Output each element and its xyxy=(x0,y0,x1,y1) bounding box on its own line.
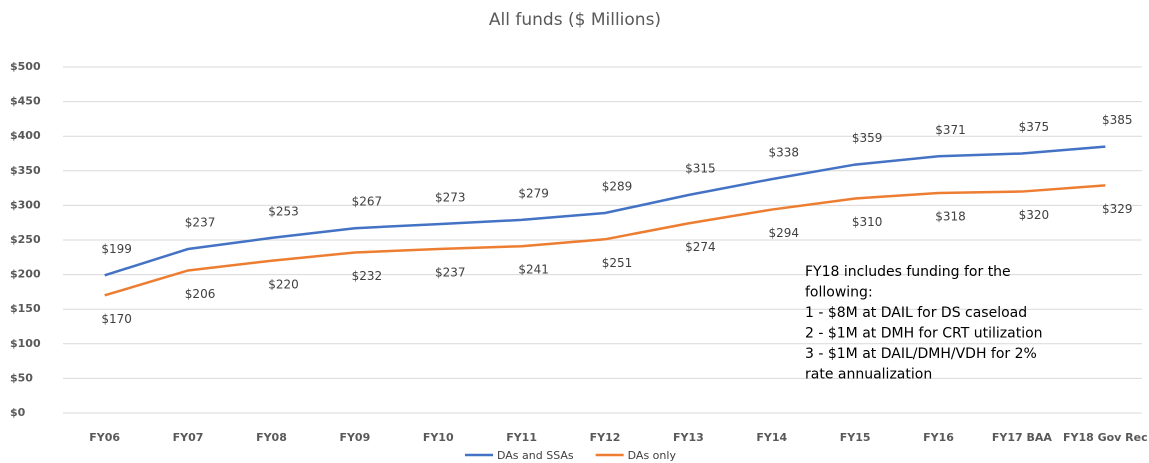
y-tick-label: $250 xyxy=(10,233,41,246)
y-tick-label: $50 xyxy=(10,371,33,384)
x-tick-label: FY12 xyxy=(590,431,621,444)
y-tick-label: $500 xyxy=(10,60,41,73)
data-label: $274 xyxy=(685,240,716,254)
y-tick-label: $450 xyxy=(10,95,41,108)
data-label: $359 xyxy=(852,131,883,145)
data-label: $375 xyxy=(1019,120,1050,134)
data-label: $294 xyxy=(768,226,799,240)
y-tick-label: $0 xyxy=(10,406,26,419)
annotation: FY18 includes funding for the xyxy=(805,264,1011,280)
x-tick-label: FY17 BAA xyxy=(992,431,1053,444)
data-label: $251 xyxy=(602,256,633,270)
data-label: $253 xyxy=(268,204,299,218)
annotation: 2 - $1M at DMH for CRT utilization xyxy=(805,326,1043,342)
data-label: $310 xyxy=(852,215,883,229)
data-label: $385 xyxy=(1102,113,1133,127)
y-tick-label: $300 xyxy=(10,198,41,211)
annotation: 3 - $1M at DAIL/DMH/VDH for 2% xyxy=(805,346,1037,362)
line-series xyxy=(104,145,1106,277)
data-label: $220 xyxy=(268,277,299,291)
data-label: $315 xyxy=(685,162,716,176)
data-label: $237 xyxy=(435,265,466,279)
data-label: $232 xyxy=(352,269,383,283)
data-label: $237 xyxy=(185,215,216,229)
x-tick-label: FY14 xyxy=(756,431,787,444)
x-tick-label: FY06 xyxy=(89,431,120,444)
data-label: $273 xyxy=(435,191,466,205)
data-label: $318 xyxy=(935,209,966,223)
annotation: 1 - $8M at DAIL for DS caseload xyxy=(805,305,1027,321)
x-tick-label: FY10 xyxy=(423,431,454,444)
x-tick-label: FY08 xyxy=(256,431,287,444)
data-label: $241 xyxy=(518,263,549,277)
x-tick-label: FY13 xyxy=(673,431,704,444)
y-tick-label: $100 xyxy=(10,337,41,350)
legend-label: DAs only xyxy=(628,449,677,462)
data-label: $199 xyxy=(101,242,132,256)
data-label: $279 xyxy=(518,186,549,200)
x-tick-label: FY09 xyxy=(339,431,370,444)
y-tick-label: $400 xyxy=(10,129,41,142)
annotation: following: xyxy=(805,285,873,301)
data-label: $289 xyxy=(602,180,633,194)
x-tick-label: FY15 xyxy=(840,431,871,444)
data-label: $320 xyxy=(1019,208,1050,222)
y-tick-label: $200 xyxy=(10,268,41,281)
y-tick-label: $150 xyxy=(10,302,41,315)
x-tick-label: FY07 xyxy=(173,431,204,444)
x-tick-label: FY16 xyxy=(923,431,954,444)
data-label: $329 xyxy=(1102,202,1133,216)
data-label: $371 xyxy=(935,123,966,137)
x-tick-label: FY11 xyxy=(506,431,537,444)
data-label: $206 xyxy=(185,287,216,301)
chart-title: All funds ($ Millions) xyxy=(489,10,661,30)
x-tick-label: FY18 Gov Rec xyxy=(1063,431,1148,444)
y-tick-label: $350 xyxy=(10,164,41,177)
line-series xyxy=(104,184,1106,297)
data-label: $170 xyxy=(101,312,132,326)
data-label: $267 xyxy=(352,195,383,209)
data-label: $338 xyxy=(768,146,799,160)
legend-label: DAs and SSAs xyxy=(497,449,574,462)
annotation: rate annualization xyxy=(805,367,932,383)
